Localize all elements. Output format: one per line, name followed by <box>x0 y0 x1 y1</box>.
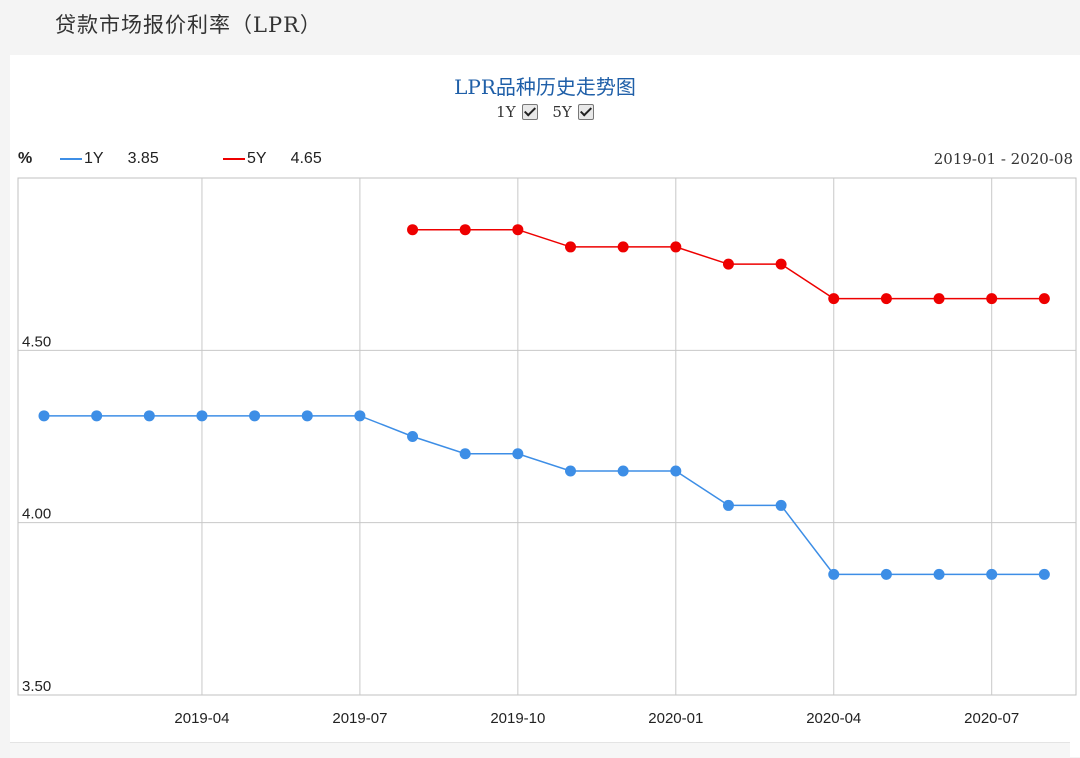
series-1y-point <box>775 499 787 511</box>
legend-5y: 5Y 4.65 <box>223 150 322 168</box>
series-1y-point <box>722 499 734 511</box>
x-tick-label: 2019-10 <box>490 710 545 727</box>
legend-1y-value: 3.85 <box>127 150 159 167</box>
series-1y-point <box>1038 568 1050 580</box>
series-1y-point <box>38 410 50 422</box>
toggle-5y[interactable]: 5Y <box>552 103 594 121</box>
legend-5y-line <box>223 158 245 160</box>
series-1y-point <box>196 410 208 422</box>
series-5y-point <box>1038 293 1050 305</box>
series-1y-line <box>44 415 1045 576</box>
plot-frame <box>17 177 1077 696</box>
series-1y-point <box>565 465 576 477</box>
series-5y-point <box>986 293 998 305</box>
bottom-strip <box>10 742 1070 758</box>
legend-1y-name: 1Y <box>84 150 104 167</box>
legend-1y-line <box>60 158 82 160</box>
legend-row: % 1Y 3.85 5Y 4.65 2019-01 - 2020-08 <box>10 150 1080 170</box>
series-1y-point <box>828 568 840 580</box>
series-1y-point <box>880 568 892 580</box>
series-1y-point <box>249 410 261 422</box>
toggle-5y-checkbox[interactable] <box>577 104 594 120</box>
x-tick-label: 2019-04 <box>174 710 229 727</box>
x-tick-label: 2020-01 <box>648 710 703 727</box>
series-5y-point <box>617 241 629 253</box>
toggle-5y-label: 5Y <box>552 103 572 121</box>
series-1y-point <box>670 465 682 477</box>
x-tick-label: 2020-04 <box>806 710 861 727</box>
series-5y-point <box>407 224 419 236</box>
series-5y-point <box>459 224 471 236</box>
series-1y-point <box>933 568 945 580</box>
series-1y-point <box>459 448 471 460</box>
y-tick-label: 3.50 <box>22 678 51 695</box>
series-1y-point <box>617 465 629 477</box>
lpr-line-chart: 3.50 4.00 4.50 2019-04 2019-07 2019-10 2020-01… <box>17 177 1077 727</box>
x-tick-label: 2019-07 <box>332 710 387 727</box>
date-range: 2019-01 - 2020-08 <box>933 150 1073 168</box>
series-1y-point <box>91 410 103 422</box>
series-1y-point <box>301 410 313 422</box>
series-toggles: 1Y 5Y <box>10 103 1080 121</box>
series-1y-point <box>512 448 524 460</box>
toggle-1y[interactable]: 1Y <box>496 103 538 121</box>
unit-label: % <box>18 150 33 167</box>
series-5y-point <box>828 293 840 305</box>
toggle-1y-label: 1Y <box>496 103 516 121</box>
legend-1y: 1Y 3.85 <box>60 150 159 168</box>
series-5y-point <box>880 293 892 305</box>
y-tick-label: 4.50 <box>22 333 51 350</box>
chart-title: LPR品种历史走势图 <box>454 75 636 99</box>
series-5y-point <box>565 241 576 253</box>
y-tick-label: 4.00 <box>22 506 51 523</box>
series-1y-point <box>407 431 419 442</box>
x-tick-label: 2020-07 <box>964 710 1019 727</box>
series-5y-point <box>670 241 682 253</box>
series-5y-point <box>775 258 787 270</box>
series-5y-point <box>722 258 734 270</box>
page-header: 贷款市场报价利率（LPR） <box>0 0 1080 50</box>
series-1y-point <box>986 568 998 580</box>
toggle-1y-checkbox[interactable] <box>521 104 538 120</box>
legend-5y-name: 5Y <box>247 150 267 167</box>
chart-panel: LPR品种历史走势图 1Y 5Y % 1Y 3.85 5Y 4.65 2019-… <box>10 55 1080 757</box>
series-5y-point <box>933 293 945 305</box>
series-1y-point <box>143 410 155 422</box>
page-title: 贷款市场报价利率（LPR） <box>55 13 322 37</box>
series-5y-point <box>512 224 524 236</box>
series-1y-point <box>354 410 366 422</box>
legend-5y-value: 4.65 <box>290 150 322 167</box>
